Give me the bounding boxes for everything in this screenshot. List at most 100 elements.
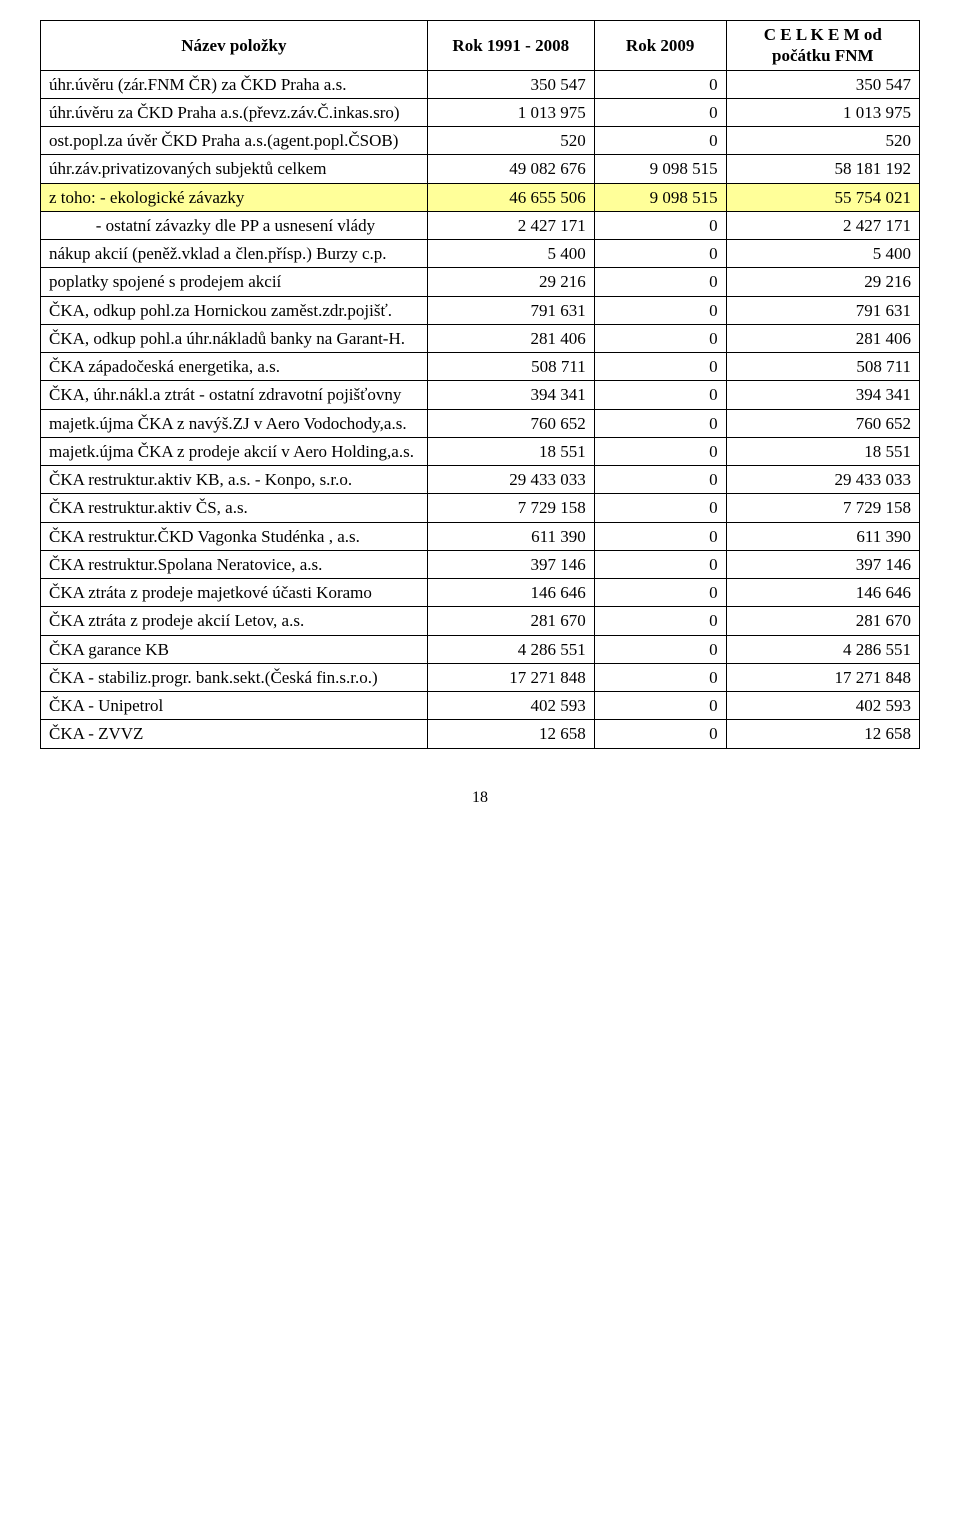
table-row: ČKA restruktur.aktiv KB, a.s. - Konpo, s… [41,466,920,494]
row-value-91-08: 18 551 [427,437,594,465]
row-value-91-08: 350 547 [427,70,594,98]
table-row: majetk.újma ČKA z navýš.ZJ v Aero Vodoch… [41,409,920,437]
row-value-91-08: 760 652 [427,409,594,437]
row-value-2009: 0 [594,296,726,324]
row-value-91-08: 17 271 848 [427,663,594,691]
row-label: ČKA - stabiliz.progr. bank.sekt.(Česká f… [41,663,428,691]
row-label: nákup akcií (peněž.vklad a člen.přísp.) … [41,240,428,268]
table-row: ČKA, odkup pohl.za Hornickou zaměst.zdr.… [41,296,920,324]
row-label: ČKA západočeská energetika, a.s. [41,353,428,381]
row-value-2009: 0 [594,579,726,607]
row-value-total: 281 670 [726,607,919,635]
row-value-2009: 0 [594,607,726,635]
row-value-total: 18 551 [726,437,919,465]
row-value-91-08: 611 390 [427,522,594,550]
row-value-91-08: 2 427 171 [427,211,594,239]
table-row: úhr.úvěru za ČKD Praha a.s.(převz.záv.Č.… [41,98,920,126]
row-label: ČKA ztráta z prodeje akcií Letov, a.s. [41,607,428,635]
table-row: ČKA restruktur.Spolana Neratovice, a.s.3… [41,550,920,578]
row-value-91-08: 402 593 [427,692,594,720]
row-value-91-08: 29 433 033 [427,466,594,494]
table-row: ČKA - ZVVZ12 658012 658 [41,720,920,748]
table-row: - ostatní závazky dle PP a usnesení vlád… [41,211,920,239]
table-row: ČKA západočeská energetika, a.s.508 7110… [41,353,920,381]
row-value-total: 58 181 192 [726,155,919,183]
row-value-total: 7 729 158 [726,494,919,522]
table-row: ČKA, odkup pohl.a úhr.nákladů banky na G… [41,324,920,352]
table-row: ČKA restruktur.ČKD Vagonka Studénka , a.… [41,522,920,550]
row-label: ost.popl.za úvěr ČKD Praha a.s.(agent.po… [41,127,428,155]
row-value-total: 791 631 [726,296,919,324]
row-value-total: 760 652 [726,409,919,437]
row-value-total: 146 646 [726,579,919,607]
row-label: ČKA restruktur.Spolana Neratovice, a.s. [41,550,428,578]
row-value-91-08: 1 013 975 [427,98,594,126]
col-header-91-08: Rok 1991 - 2008 [427,21,594,71]
row-label: úhr.záv.privatizovaných subjektů celkem [41,155,428,183]
row-value-91-08: 508 711 [427,353,594,381]
row-value-2009: 0 [594,381,726,409]
row-value-2009: 0 [594,635,726,663]
row-value-2009: 0 [594,692,726,720]
row-value-91-08: 397 146 [427,550,594,578]
row-value-91-08: 520 [427,127,594,155]
row-value-91-08: 29 216 [427,268,594,296]
row-value-2009: 9 098 515 [594,155,726,183]
table-row: úhr.úvěru (zár.FNM ČR) za ČKD Praha a.s.… [41,70,920,98]
row-label: - ostatní závazky dle PP a usnesení vlád… [41,211,428,239]
table-row: poplatky spojené s prodejem akcií29 2160… [41,268,920,296]
row-value-total: 402 593 [726,692,919,720]
row-value-2009: 0 [594,268,726,296]
row-value-91-08: 281 406 [427,324,594,352]
row-label: majetk.újma ČKA z prodeje akcií v Aero H… [41,437,428,465]
row-value-total: 2 427 171 [726,211,919,239]
row-value-total: 397 146 [726,550,919,578]
table-row: nákup akcií (peněž.vklad a člen.přísp.) … [41,240,920,268]
row-value-2009: 0 [594,98,726,126]
col-header-total: C E L K E M od počátku FNM [726,21,919,71]
row-label: úhr.úvěru za ČKD Praha a.s.(převz.záv.Č.… [41,98,428,126]
row-value-total: 611 390 [726,522,919,550]
row-value-2009: 0 [594,720,726,748]
table-row: majetk.újma ČKA z prodeje akcií v Aero H… [41,437,920,465]
row-value-91-08: 12 658 [427,720,594,748]
row-value-2009: 0 [594,240,726,268]
table-row: ČKA ztráta z prodeje majetkové účasti Ko… [41,579,920,607]
row-value-total: 29 433 033 [726,466,919,494]
row-value-2009: 0 [594,437,726,465]
row-label: majetk.újma ČKA z navýš.ZJ v Aero Vodoch… [41,409,428,437]
table-row: ČKA restruktur.aktiv ČS, a.s.7 729 15807… [41,494,920,522]
row-value-91-08: 791 631 [427,296,594,324]
page-number: 18 [40,789,920,807]
col-header-2009: Rok 2009 [594,21,726,71]
row-label: ČKA - ZVVZ [41,720,428,748]
row-value-91-08: 146 646 [427,579,594,607]
table-row: ost.popl.za úvěr ČKD Praha a.s.(agent.po… [41,127,920,155]
row-value-91-08: 5 400 [427,240,594,268]
table-row: úhr.záv.privatizovaných subjektů celkem4… [41,155,920,183]
row-value-2009: 0 [594,550,726,578]
row-value-total: 394 341 [726,381,919,409]
row-value-total: 4 286 551 [726,635,919,663]
row-value-2009: 0 [594,522,726,550]
row-label: ČKA garance KB [41,635,428,663]
table-row: z toho: - ekologické závazky46 655 5069 … [41,183,920,211]
row-value-total: 508 711 [726,353,919,381]
table-row: ČKA - stabiliz.progr. bank.sekt.(Česká f… [41,663,920,691]
row-label: ČKA - Unipetrol [41,692,428,720]
row-value-2009: 0 [594,211,726,239]
row-value-total: 1 013 975 [726,98,919,126]
col-header-name: Název položky [41,21,428,71]
table-row: ČKA, úhr.nákl.a ztrát - ostatní zdravotn… [41,381,920,409]
row-value-total: 350 547 [726,70,919,98]
row-value-2009: 0 [594,466,726,494]
row-value-91-08: 7 729 158 [427,494,594,522]
row-value-91-08: 46 655 506 [427,183,594,211]
row-value-2009: 9 098 515 [594,183,726,211]
row-value-2009: 0 [594,353,726,381]
financial-table: Název položky Rok 1991 - 2008 Rok 2009 C… [40,20,920,749]
table-row: ČKA garance KB4 286 55104 286 551 [41,635,920,663]
row-value-total: 5 400 [726,240,919,268]
row-value-total: 17 271 848 [726,663,919,691]
row-value-total: 520 [726,127,919,155]
